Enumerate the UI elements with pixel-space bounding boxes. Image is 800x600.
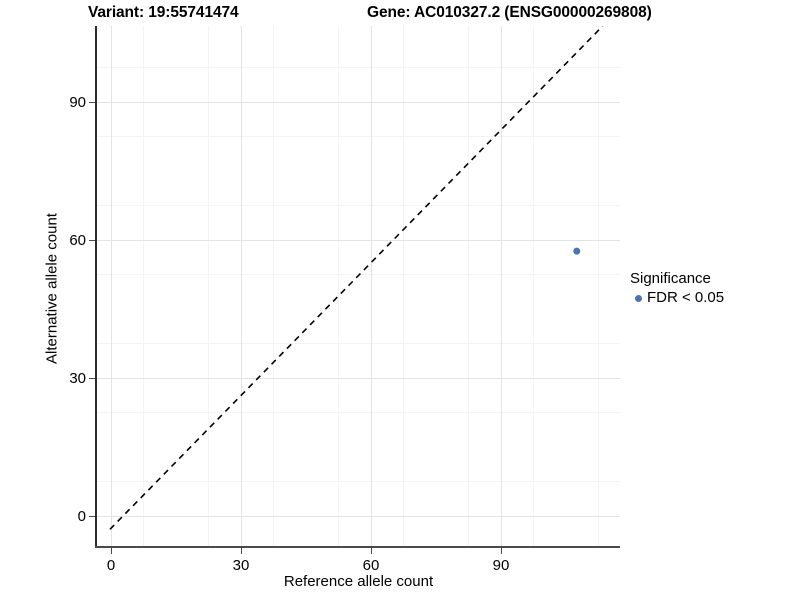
legend-key-icon [630, 290, 646, 306]
plot-title-row: Variant: 19:55741474 Gene: AC010327.2 (E… [0, 4, 800, 26]
x-axis-line [95, 546, 620, 548]
x-tick-mark-90 [501, 548, 502, 554]
gridlines-major [97, 26, 620, 547]
y-tick-label-90: 90 [69, 94, 86, 111]
y-tick-label-30: 30 [69, 370, 86, 387]
x-tick-label-60: 60 [362, 557, 380, 574]
y-tick-mark-0 [89, 516, 95, 517]
x-tick-label-0: 0 [106, 557, 116, 574]
y-tick-mark-60 [89, 240, 95, 241]
y-axis-title-wrap: Alternative allele count [0, 0, 61, 600]
x-tick-label-30: 30 [232, 557, 250, 574]
legend-dot-icon [634, 294, 642, 302]
x-axis-title: Reference allele count [283, 573, 434, 590]
plot-canvas [97, 26, 620, 547]
x-tick-mark-0 [111, 548, 112, 554]
x-tick-label-90: 90 [492, 557, 510, 574]
gene-title: Gene: AC010327.2 (ENSG00000269808) [367, 4, 652, 21]
data-points [573, 247, 581, 255]
legend: Significance FDR < 0.05 [630, 270, 795, 306]
plot-panel [97, 26, 620, 547]
gridlines-minor [97, 26, 620, 547]
x-tick-mark-60 [371, 548, 372, 554]
y-tick-label-60: 60 [69, 232, 86, 249]
y-axis-title: Alternative allele count [43, 213, 61, 364]
data-point[interactable] [573, 247, 581, 255]
y-tick-label-0: 0 [77, 508, 86, 525]
y-tick-mark-90 [89, 102, 95, 103]
x-tick-mark-30 [241, 548, 242, 554]
y-axis-line [95, 26, 97, 548]
legend-item-fdr[interactable]: FDR < 0.05 [630, 290, 795, 306]
variant-title: Variant: 19:55741474 [88, 4, 239, 21]
legend-item-label: FDR < 0.05 [647, 289, 725, 306]
y-tick-mark-30 [89, 378, 95, 379]
legend-title: Significance [630, 270, 711, 287]
reference-line-y-equals-x [109, 26, 604, 530]
